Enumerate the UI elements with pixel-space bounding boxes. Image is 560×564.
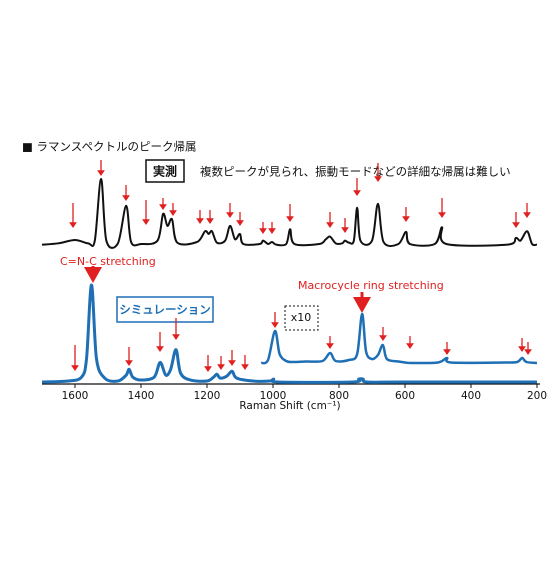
spectrum-line (41, 178, 538, 249)
series-label: x10 (291, 311, 312, 324)
x-tick-label: 1600 (62, 390, 89, 402)
x-tick-label: 1200 (194, 390, 221, 402)
arrow-head (241, 364, 249, 370)
label-box (145, 159, 185, 183)
series-label: 実測 (153, 164, 177, 179)
x-axis-label: Raman Shift (cm⁻¹) (239, 400, 340, 412)
x-tick-label: 1400 (128, 390, 155, 402)
arrow-head (71, 365, 79, 371)
arrow-head (196, 218, 204, 224)
arrow-head (374, 176, 382, 182)
arrow-head (406, 343, 414, 349)
label-box (284, 305, 319, 331)
arrow-head (268, 228, 276, 234)
arrow-head (518, 346, 526, 352)
arrow-head (156, 346, 164, 352)
arrow-head (271, 322, 279, 328)
x-tick-label: 400 (461, 390, 481, 402)
arrow-head (217, 364, 225, 370)
x-tick-label: 800 (329, 390, 349, 402)
arrow-head (204, 366, 212, 372)
arrow-head (125, 360, 133, 366)
arrow-head (206, 218, 214, 224)
arrow-head (523, 212, 531, 218)
arrow-head (97, 170, 105, 176)
arrow-head (226, 212, 234, 218)
series-label: シミュレーション (119, 303, 211, 317)
arrow-head (286, 216, 294, 222)
arrow-head (159, 204, 167, 210)
arrow-head (438, 212, 446, 218)
spectrum-line (260, 312, 538, 365)
arrow-head (169, 210, 177, 216)
arrow-head (236, 220, 244, 226)
label-box (116, 296, 214, 323)
arrow-head (379, 335, 387, 341)
arrow-head (524, 349, 532, 355)
note: 複数ピークが見られ、振動モードなどの詳細な帰属は難しい (200, 165, 511, 179)
arrow-head (341, 227, 349, 233)
annotation: Macrocycle ring stretching (298, 279, 444, 292)
annotation: C=N-C stretching (60, 255, 156, 268)
arrow-head (353, 190, 361, 196)
x-tick-label: 200 (527, 390, 547, 402)
arrow-head (259, 228, 267, 234)
x-tick-label: 1000 (260, 390, 287, 402)
arrow-head (402, 216, 410, 222)
arrow-head (84, 267, 102, 283)
arrow-head (443, 349, 451, 355)
arrow-head (142, 219, 150, 225)
arrow-head (326, 222, 334, 228)
arrow-head (122, 195, 130, 201)
x-tick-label: 600 (395, 390, 415, 402)
arrow-head (228, 360, 236, 366)
arrow-head (326, 343, 334, 349)
arrow-head (69, 222, 77, 228)
arrow-head (512, 222, 520, 228)
arrow-head (172, 334, 180, 340)
chart-title: ■ ラマンスペクトルのピーク帰属 (22, 140, 196, 154)
spectrum-line (41, 283, 537, 384)
arrow-head (353, 297, 371, 313)
